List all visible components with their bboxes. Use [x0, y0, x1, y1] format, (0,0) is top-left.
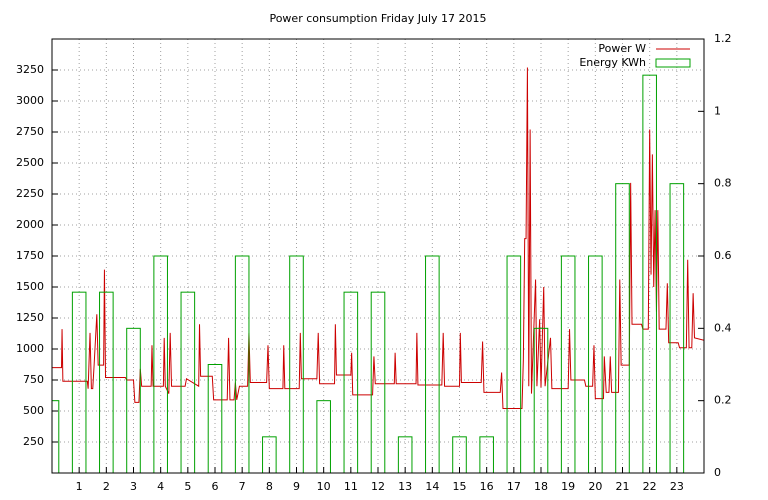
y2-tick-label: 0	[714, 466, 721, 479]
legend-label: Energy KWh	[579, 56, 646, 69]
y2-tick-label: 0.6	[714, 249, 732, 262]
y-tick-label: 1500	[16, 280, 44, 293]
y-tick-label: 250	[23, 435, 44, 448]
energy-bar	[289, 255, 304, 473]
energy-bar	[669, 183, 685, 473]
energy-bar	[425, 255, 440, 473]
x-tick-label: 8	[266, 480, 273, 493]
x-tick-label: 12	[371, 480, 385, 493]
y-tick-label: 3250	[16, 63, 44, 76]
energy-bar	[262, 436, 277, 473]
y-tick-label: 500	[23, 404, 44, 417]
energy-bar	[479, 436, 494, 473]
x-tick-label: 13	[398, 480, 412, 493]
y2-tick-label: 1	[714, 104, 721, 117]
x-tick-label: 21	[616, 480, 630, 493]
energy-bar	[397, 436, 413, 473]
x-tick-label: 19	[561, 480, 575, 493]
x-tick-label: 16	[480, 480, 494, 493]
x-tick-label: 18	[534, 480, 548, 493]
power-line	[52, 67, 704, 410]
energy-bar	[52, 400, 60, 473]
legend-label: Power W	[598, 42, 646, 55]
x-tick-label: 9	[293, 480, 300, 493]
x-tick-label: 7	[239, 480, 246, 493]
energy-bar	[642, 74, 657, 473]
energy-bar	[533, 327, 549, 473]
y-tick-label: 1000	[16, 342, 44, 355]
y2-tick-label: 0.2	[714, 394, 732, 407]
x-tick-label: 5	[184, 480, 191, 493]
energy-bar	[588, 255, 603, 473]
chart-title: Power consumption Friday July 17 2015	[269, 12, 486, 25]
energy-bar	[153, 255, 168, 473]
x-tick-label: 6	[212, 480, 219, 493]
y-tick-label: 1250	[16, 311, 44, 324]
y2-tick-label: 1.2	[714, 32, 732, 45]
x-tick-label: 22	[643, 480, 657, 493]
x-tick-label: 4	[157, 480, 164, 493]
energy-bar	[234, 255, 250, 473]
y-tick-label: 750	[23, 373, 44, 386]
y-tick-label: 2250	[16, 187, 44, 200]
x-tick-label: 15	[453, 480, 467, 493]
y-tick-label: 2000	[16, 218, 44, 231]
legend-swatch	[655, 58, 691, 68]
x-tick-label: 14	[425, 480, 439, 493]
y2-tick-label: 0.8	[714, 177, 732, 190]
energy-bar	[207, 364, 223, 473]
energy-bar	[560, 255, 576, 473]
plot-frame	[51, 38, 705, 474]
energy-bar	[452, 436, 467, 473]
energy-bar	[506, 255, 522, 473]
x-tick-label: 3	[130, 480, 137, 493]
y-tick-label: 3000	[16, 94, 44, 107]
x-tick-label: 10	[317, 480, 331, 493]
x-tick-label: 17	[507, 480, 521, 493]
x-tick-label: 23	[670, 480, 684, 493]
x-tick-label: 11	[344, 480, 358, 493]
y-tick-label: 2500	[16, 156, 44, 169]
y-tick-label: 1750	[16, 249, 44, 262]
energy-bar	[126, 327, 141, 473]
x-tick-label: 2	[103, 480, 110, 493]
energy-bar	[615, 183, 630, 473]
y-tick-label: 2750	[16, 125, 44, 138]
x-tick-label: 1	[76, 480, 83, 493]
y2-tick-label: 0.4	[714, 321, 732, 334]
x-tick-label: 20	[588, 480, 602, 493]
